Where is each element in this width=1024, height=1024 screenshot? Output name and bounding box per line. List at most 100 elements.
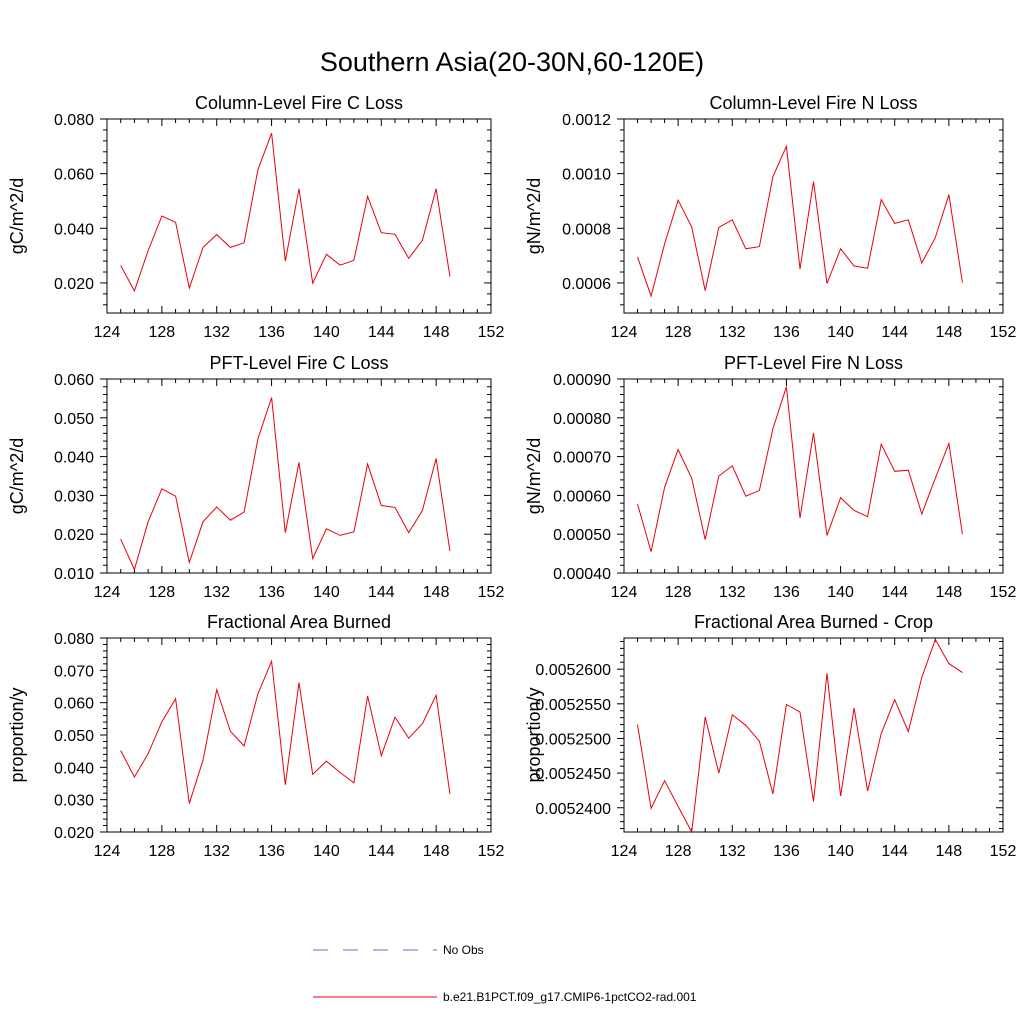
- x-tick-label: 128: [149, 584, 176, 601]
- x-tick-label: 144: [881, 843, 908, 860]
- x-tick-label: 144: [368, 843, 395, 860]
- chart-panel-6: Fractional Area Burned - Crop proportion/…: [524, 612, 1016, 860]
- x-tick-label: 128: [665, 324, 692, 341]
- x-tick-label: 132: [203, 324, 230, 341]
- y-tick-label: 0.040: [54, 760, 94, 777]
- legend-entry-2: b.e21.B1PCT.f09_g17.CMIP6-1pctCO2-rad.00…: [313, 990, 697, 1004]
- x-tick-label: 136: [258, 324, 285, 341]
- series-line: [120, 397, 451, 571]
- x-tick-label: 128: [665, 584, 692, 601]
- x-tick-label: 124: [611, 584, 638, 601]
- series-line: [120, 133, 451, 293]
- y-tick-label: 0.070: [54, 663, 94, 680]
- x-tick-label: 132: [203, 843, 230, 860]
- y-tick-label: 0.060: [54, 167, 94, 184]
- panel-title: PFT-Level Fire C Loss: [209, 353, 388, 373]
- y-tick-label: 0.040: [54, 450, 94, 467]
- y-tick-label: 0.00080: [553, 411, 611, 428]
- x-tick-label: 148: [936, 843, 963, 860]
- x-tick-label: 124: [611, 843, 638, 860]
- y-axis-label: gC/m^2/d: [7, 438, 27, 514]
- chart-panel-4: PFT-Level Fire N Loss gN/m^2/d 124 128 132 13…: [524, 353, 1016, 601]
- x-tick-label: 124: [94, 584, 121, 601]
- x-tick-label: 152: [478, 843, 505, 860]
- x-tick-label: 144: [368, 584, 395, 601]
- chart-panel-1: Column-Level Fire C Loss gC/m^2/d 124 128 13…: [7, 93, 504, 341]
- x-tick-label: 140: [313, 324, 340, 341]
- x-tick-label: 144: [368, 324, 395, 341]
- x-tick-label: 152: [990, 843, 1017, 860]
- y-tick-label: 0.010: [54, 566, 94, 583]
- x-tick-label: 136: [773, 843, 800, 860]
- x-tick-label: 152: [990, 584, 1017, 601]
- series-line: [637, 386, 963, 552]
- x-tick-label: 144: [881, 324, 908, 341]
- y-axis-label: gN/m^2/d: [524, 178, 544, 254]
- y-tick-label: 0.0052500: [535, 731, 611, 748]
- x-tick-label: 140: [827, 843, 854, 860]
- y-axis-label: gC/m^2/d: [7, 178, 27, 254]
- panel-title: Column-Level Fire C Loss: [195, 93, 403, 113]
- y-tick-label: 0.030: [54, 793, 94, 810]
- y-tick-label: 0.0010: [562, 167, 611, 184]
- x-tick-label: 136: [258, 843, 285, 860]
- y-tick-label: 0.0012: [562, 112, 611, 129]
- panel-title: Fractional Area Burned - Crop: [694, 612, 933, 632]
- y-axis-label: gN/m^2/d: [524, 438, 544, 514]
- x-tick-label: 148: [423, 324, 450, 341]
- chart-panels: Column-Level Fire C Loss gC/m^2/d 124 128 13…: [7, 93, 1016, 860]
- y-tick-label: 0.060: [54, 696, 94, 713]
- panel-title: Fractional Area Burned: [207, 612, 391, 632]
- x-tick-label: 136: [773, 324, 800, 341]
- x-tick-label: 124: [611, 324, 638, 341]
- y-axis-label: proportion/y: [7, 687, 27, 782]
- x-tick-label: 124: [94, 843, 121, 860]
- panel-title: PFT-Level Fire N Loss: [724, 353, 903, 373]
- chart-panel-3: PFT-Level Fire C Loss gC/m^2/d 124 128 132 13…: [7, 353, 504, 601]
- x-tick-label: 140: [313, 584, 340, 601]
- y-tick-label: 0.0052550: [535, 697, 611, 714]
- y-tick-label: 0.0008: [562, 221, 611, 238]
- y-tick-label: 0.020: [54, 276, 94, 293]
- y-tick-label: 0.020: [54, 527, 94, 544]
- x-tick-label: 144: [881, 584, 908, 601]
- legend-label: b.e21.B1PCT.f09_g17.CMIP6-1pctCO2-rad.00…: [443, 990, 697, 1004]
- series-line: [120, 659, 451, 804]
- y-tick-label: 0.030: [54, 488, 94, 505]
- y-tick-label: 0.080: [54, 631, 94, 648]
- y-tick-label: 0.020: [54, 825, 94, 842]
- x-tick-label: 148: [423, 843, 450, 860]
- y-tick-label: 0.0052600: [535, 662, 611, 679]
- y-tick-label: 0.080: [54, 112, 94, 129]
- x-tick-label: 136: [773, 584, 800, 601]
- x-tick-label: 148: [936, 324, 963, 341]
- y-tick-label: 0.040: [54, 221, 94, 238]
- y-tick-label: 0.0052400: [535, 801, 611, 818]
- y-tick-label: 0.00050: [553, 527, 611, 544]
- y-tick-label: 0.050: [54, 411, 94, 428]
- x-tick-label: 132: [719, 843, 746, 860]
- x-tick-label: 132: [719, 324, 746, 341]
- x-tick-label: 152: [478, 324, 505, 341]
- series-line: [637, 144, 963, 298]
- chart-panel-2: Column-Level Fire N Loss gN/m^2/d 124 128 13…: [524, 93, 1016, 341]
- figure-title: Southern Asia(20-30N,60-120E): [320, 47, 704, 77]
- y-tick-label: 0.00040: [553, 566, 611, 583]
- y-tick-label: 0.00060: [553, 488, 611, 505]
- y-tick-label: 0.060: [54, 372, 94, 389]
- x-tick-label: 136: [258, 584, 285, 601]
- x-tick-label: 152: [990, 324, 1017, 341]
- chart-panel-5: Fractional Area Burned proportion/y 124 128…: [7, 612, 504, 860]
- x-tick-label: 124: [94, 324, 121, 341]
- y-tick-label: 0.050: [54, 728, 94, 745]
- x-tick-label: 132: [203, 584, 230, 601]
- x-tick-label: 128: [149, 324, 176, 341]
- y-tick-label: 0.0052450: [535, 766, 611, 783]
- x-tick-label: 152: [478, 584, 505, 601]
- x-tick-label: 140: [827, 324, 854, 341]
- legend-entry-1: No Obs: [313, 943, 484, 957]
- y-tick-label: 0.0006: [562, 276, 611, 293]
- y-tick-label: 0.00070: [553, 450, 611, 467]
